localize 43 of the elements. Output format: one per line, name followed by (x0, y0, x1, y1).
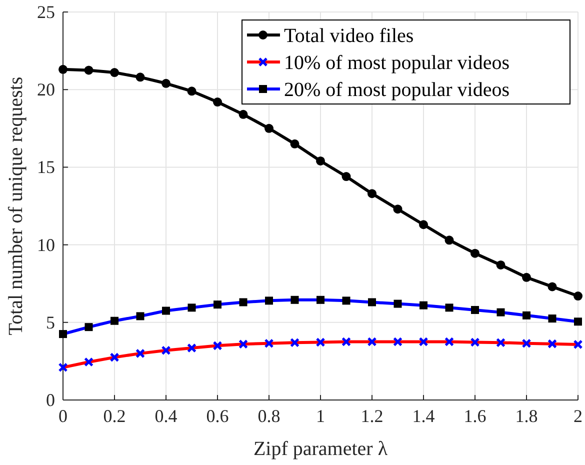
x-tick-label: 0.8 (258, 406, 280, 426)
y-axis-title: Total number of unique requests (5, 76, 27, 336)
point (419, 220, 428, 230)
point (368, 189, 376, 198)
y-tick-label: 25 (37, 2, 55, 22)
y-tick-label: 5 (46, 312, 55, 332)
x-tick-label: 1.2 (360, 406, 384, 426)
point (496, 260, 506, 270)
x-tick-label: 0.2 (103, 406, 126, 426)
point (393, 204, 402, 214)
y-tick-label: 15 (37, 157, 55, 178)
point (162, 78, 170, 88)
point (548, 282, 557, 292)
x-tick-label: 1.4 (412, 406, 435, 426)
y-tick-label: 10 (37, 234, 55, 255)
x-tick-label: 1.8 (515, 406, 538, 426)
point (342, 172, 351, 182)
x-tick-label: 1 (316, 406, 325, 426)
x-tick-label: 0.6 (206, 406, 229, 426)
point (264, 124, 274, 133)
legend-label: 10% of most popular videos (284, 52, 510, 74)
x-tick-label: 0.4 (154, 406, 178, 426)
point (58, 64, 68, 74)
point (290, 139, 300, 148)
point (187, 86, 196, 96)
point (316, 156, 325, 166)
x-tick-label: 2 (574, 406, 582, 426)
x-tick-label: 1.6 (464, 406, 486, 426)
x-tick-label: 0 (58, 406, 68, 426)
point (213, 98, 222, 107)
point (470, 248, 480, 258)
point (84, 66, 94, 75)
point (110, 68, 119, 78)
point (136, 72, 145, 82)
point (522, 272, 531, 282)
x-axis-title: Zipf parameter λ (253, 438, 388, 460)
point (444, 236, 454, 245)
point (238, 110, 248, 119)
legend-label: 20% of most popular videos (284, 79, 510, 101)
y-tick-label: 20 (37, 80, 55, 100)
y-tick-label: 0 (46, 390, 55, 410)
point (574, 292, 582, 301)
legend-label: Total video files (284, 25, 414, 47)
